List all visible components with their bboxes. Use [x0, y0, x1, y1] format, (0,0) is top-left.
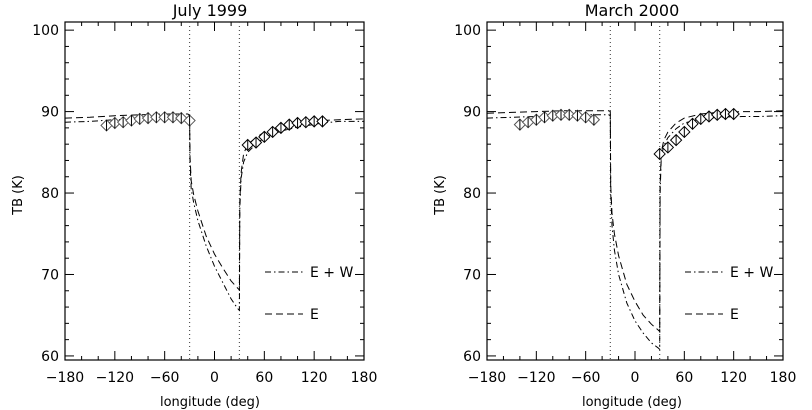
y-tick-label: 100: [454, 23, 481, 39]
x-tick-label: −60: [150, 370, 180, 386]
y-tick-label: 70: [41, 267, 59, 283]
x-tick-label: 0: [210, 370, 219, 386]
legend-label-e-plus-w: E + W: [730, 265, 773, 281]
legend-label-e-plus-w: E + W: [310, 265, 353, 281]
x-tick-label: 0: [631, 370, 640, 386]
chart-panel-march-2000: March 2000 TB (K) longitude (deg) E + W …: [433, 1, 796, 410]
x-tick-label: 120: [720, 370, 747, 386]
series-line-e: [487, 110, 783, 333]
legend-label-e: E: [310, 307, 319, 323]
x-tick-label: 180: [770, 370, 797, 386]
y-tick-label: 60: [463, 349, 481, 365]
y-tick-label: 80: [463, 186, 481, 202]
chart-title: July 1999: [172, 1, 248, 20]
y-tick-label: 80: [41, 186, 59, 202]
y-tick-label: 70: [463, 267, 481, 283]
chart-panel-july-1999: July 1999 TB (K) longitude (deg) E + W E…: [11, 1, 377, 410]
legend-label-e: E: [730, 307, 739, 323]
x-tick-label: −60: [571, 370, 601, 386]
series-line-e-plus-w: [65, 117, 364, 312]
x-tick-label: 60: [675, 370, 693, 386]
x-tick-label: −120: [517, 370, 555, 386]
y-tick-label: 90: [41, 105, 59, 121]
x-tick-label: −180: [46, 370, 84, 386]
x-tick-label: 60: [255, 370, 273, 386]
y-tick-label: 100: [32, 23, 59, 39]
y-axis-label: TB (K): [11, 175, 26, 216]
x-axis-label: longitude (deg): [160, 395, 260, 410]
x-tick-label: −120: [96, 370, 134, 386]
chart-title: March 2000: [585, 1, 680, 20]
y-axis-label: TB (K): [433, 175, 448, 216]
x-tick-label: −180: [468, 370, 506, 386]
y-tick-label: 90: [463, 105, 481, 121]
plot-frame: [64, 21, 365, 361]
x-tick-label: 180: [351, 370, 378, 386]
series-line-e: [65, 113, 364, 292]
y-tick-label: 60: [41, 349, 59, 365]
x-tick-label: 120: [301, 370, 328, 386]
x-axis-label: longitude (deg): [582, 395, 682, 410]
